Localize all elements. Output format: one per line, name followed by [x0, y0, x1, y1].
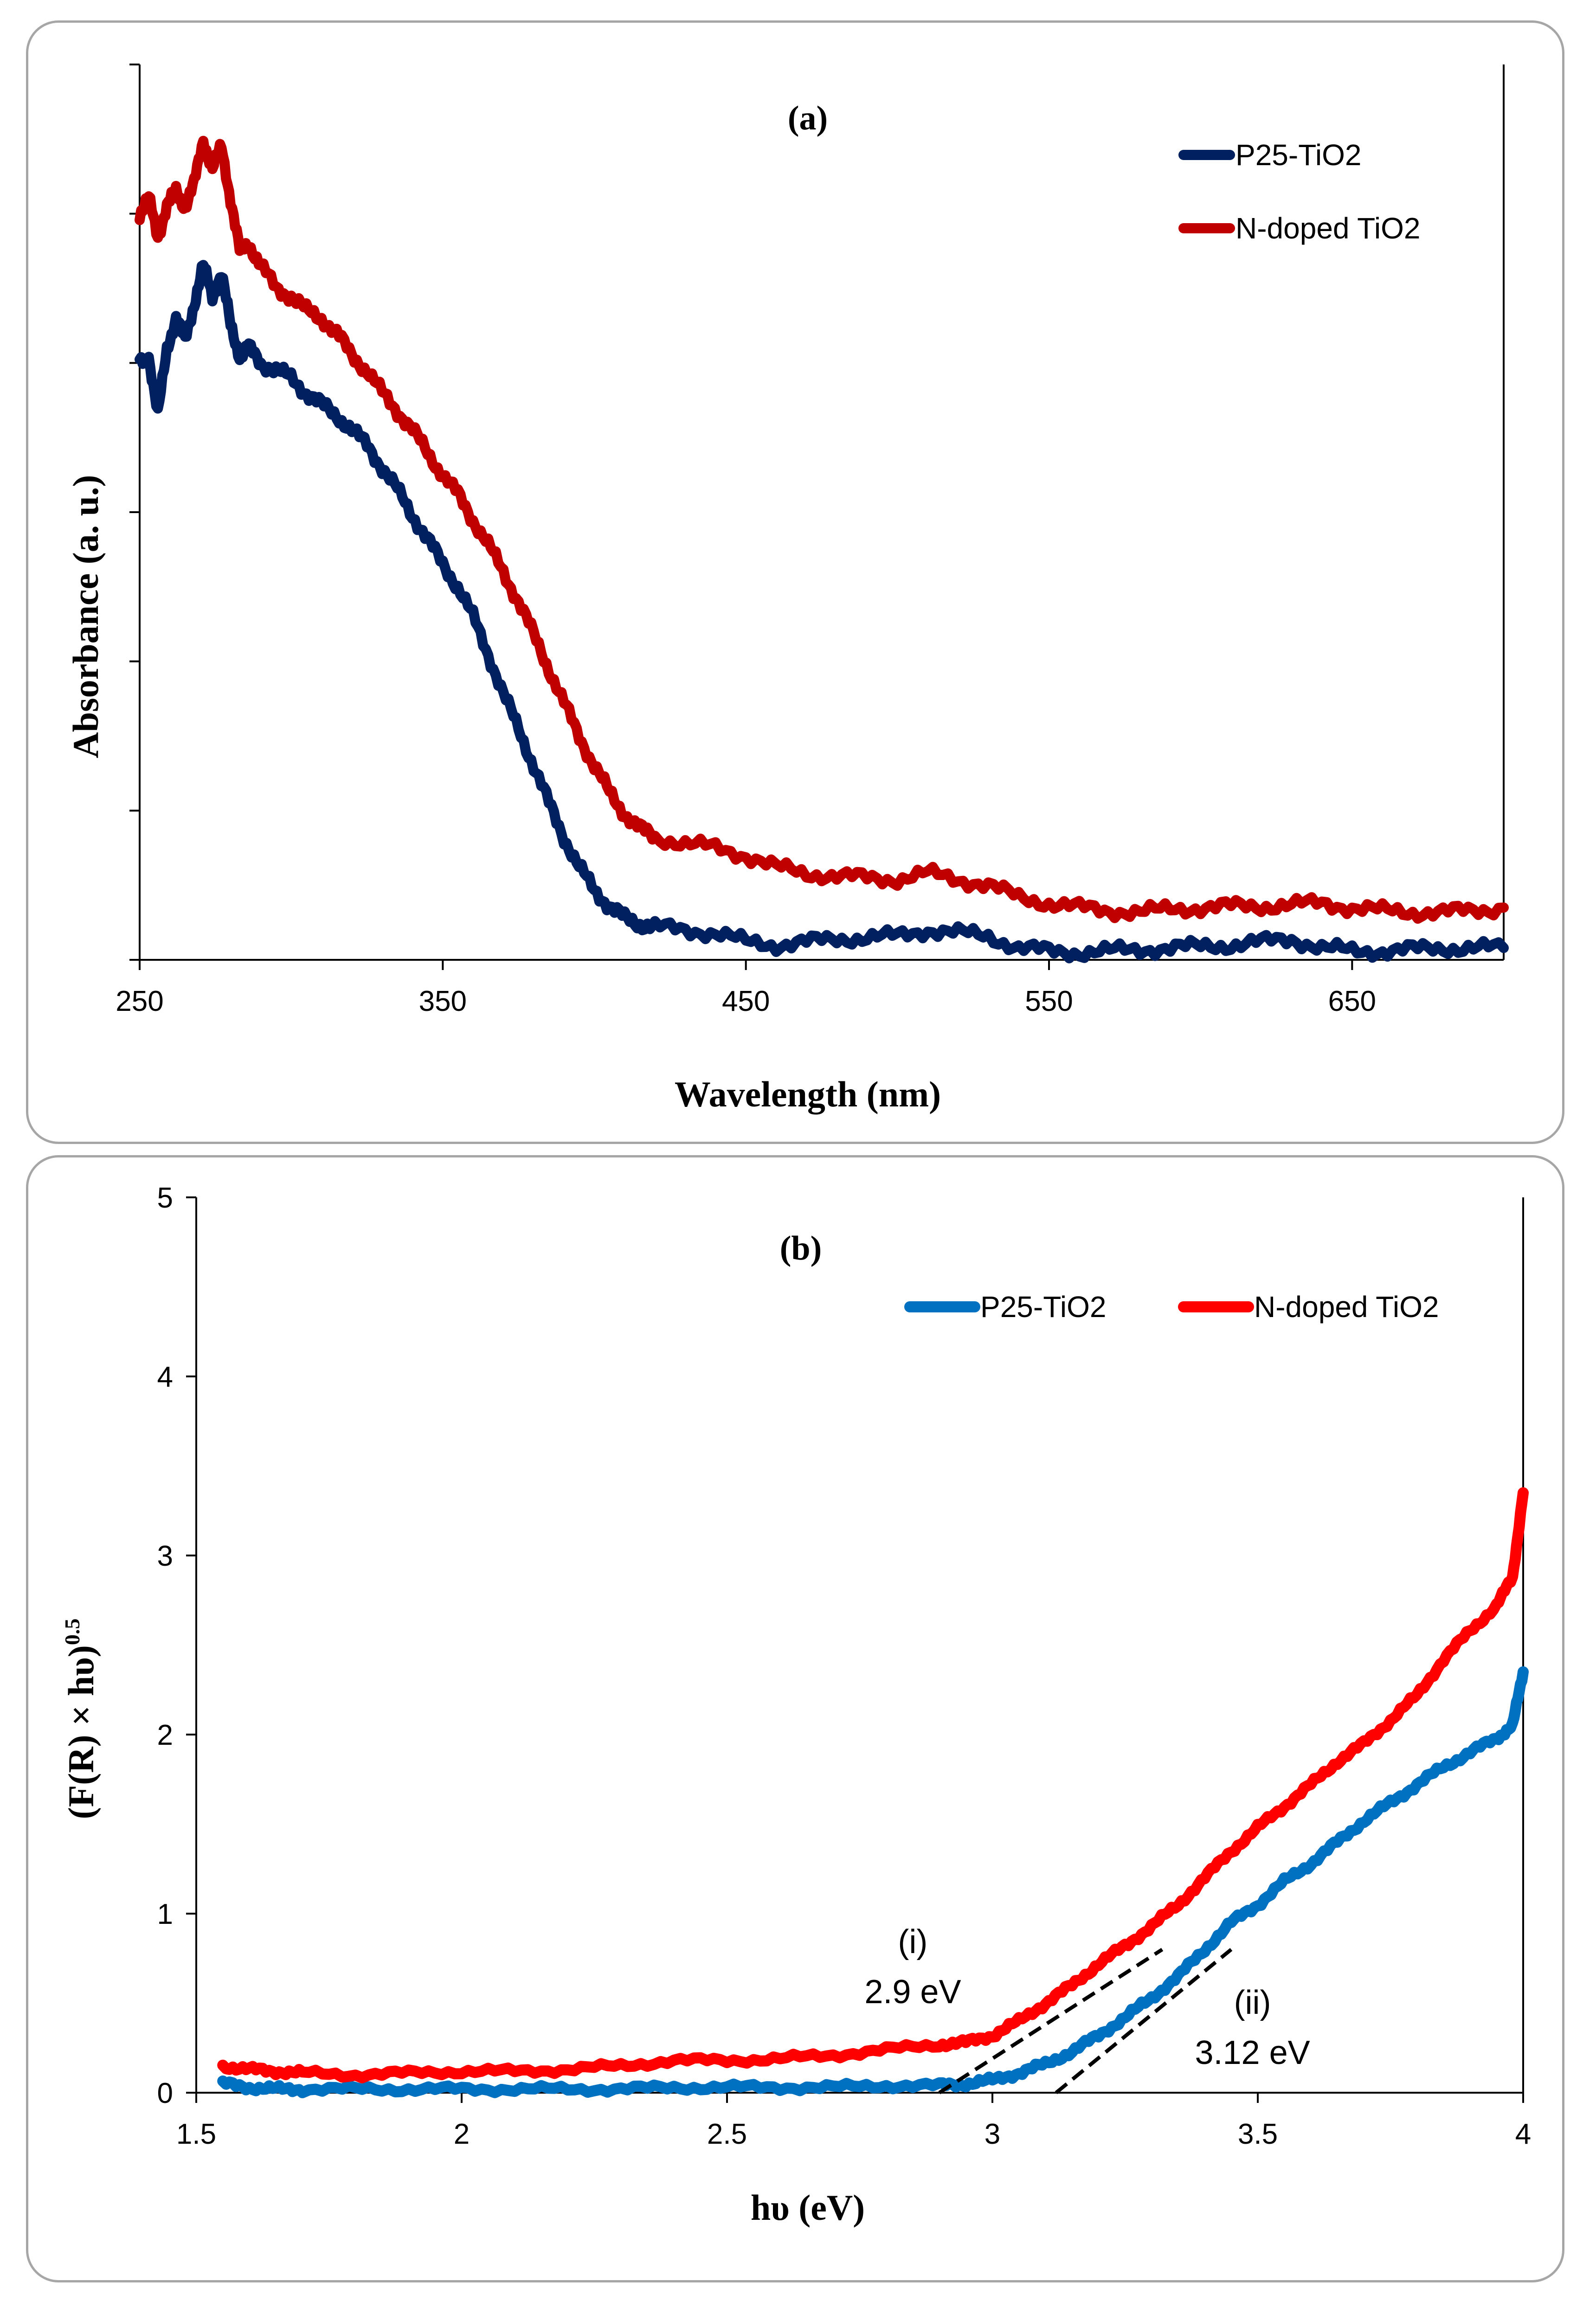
chart-a-x-tick-label: 350 [419, 985, 467, 1017]
y-axis-title-b-main: (F(R) × hυ) [61, 1645, 101, 1819]
chart-panel-b: (b) hυ (eV) (F(R) × hυ)0.5 1.5 2 2.5 3 3.5 4 0… [26, 1155, 1564, 2282]
y-axis-title-b: (F(R) × hυ)0.5 [60, 1619, 101, 1819]
tangent-i [938, 1947, 1164, 2095]
chart-a-svg: (a) Wavelength (nm) Absorbance (a. u.) 2… [65, 64, 1509, 1114]
chart-b-y-tick-label: 5 [157, 1182, 173, 1214]
chart-a-legend-label-0: P25-TiO2 [1236, 138, 1362, 172]
tangent-ii [1055, 1948, 1233, 2095]
annot-i-value: 2.9 eV [864, 1973, 961, 2011]
panel-b-tag: (b) [780, 1229, 822, 1267]
chart-a-series-0-line [135, 260, 1509, 964]
y-axis-title-a: Absorbance (a. u.) [65, 475, 106, 758]
chart-b-x-tick-label: 4 [1515, 2118, 1531, 2150]
chart-a-x-tick-label: 650 [1328, 985, 1376, 1017]
chart-b-y-tick-label: 0 [157, 2077, 173, 2109]
chart-a-x-tick-label: 550 [1025, 985, 1073, 1017]
chart-a-legend-label-1: N-doped TiO2 [1236, 212, 1420, 245]
chart-b-y-tick-label: 2 [157, 1719, 173, 1751]
chart-b-series-0-line [217, 1666, 1529, 2098]
annot-ii-label: (ii) [1234, 1984, 1271, 2021]
chart-b-x-tick-label: 3 [985, 2118, 1000, 2150]
chart-panel-a: (a) Wavelength (nm) Absorbance (a. u.) 2… [26, 20, 1564, 1144]
annot-i-label: (i) [898, 1923, 927, 1960]
chart-b-svg: (b) hυ (eV) (F(R) × hυ)0.5 1.5 2 2.5 3 3.5 4 0… [60, 1182, 1532, 2228]
chart-b-x-tick-label: 1.5 [176, 2118, 216, 2150]
chart-b-series-1-line [217, 1487, 1529, 2083]
chart-a-x-tick-label: 450 [722, 985, 770, 1017]
chart-b-x-tick-label: 2.5 [707, 2118, 747, 2150]
chart-a-x-tick-label: 250 [116, 985, 163, 1017]
annot-ii-value: 3.12 eV [1195, 2034, 1310, 2071]
chart-a-axes: 250 350 450 550 650 [116, 64, 1505, 1017]
chart-b-axes: 1.5 2 2.5 3 3.5 4 0 1 2 3 4 5 [157, 1182, 1532, 2150]
chart-b-legend-label-0: P25-TiO2 [980, 1290, 1107, 1324]
panel-a-tag: (a) [788, 99, 828, 137]
x-axis-title-b: hυ (eV) [751, 2187, 865, 2228]
y-axis-title-b-sup: 0.5 [60, 1619, 84, 1645]
chart-b-y-tick-label: 3 [157, 1540, 173, 1572]
chart-b-x-tick-label: 3.5 [1238, 2118, 1278, 2150]
chart-a-series-1-line [135, 135, 1509, 924]
chart-b-legend-label-1: N-doped TiO2 [1254, 1290, 1439, 1324]
x-axis-title-a: Wavelength (nm) [675, 1074, 941, 1114]
chart-b-x-tick-label: 2 [454, 2118, 470, 2150]
chart-b-y-tick-label: 1 [157, 1898, 173, 1930]
chart-b-y-tick-label: 4 [157, 1361, 173, 1393]
